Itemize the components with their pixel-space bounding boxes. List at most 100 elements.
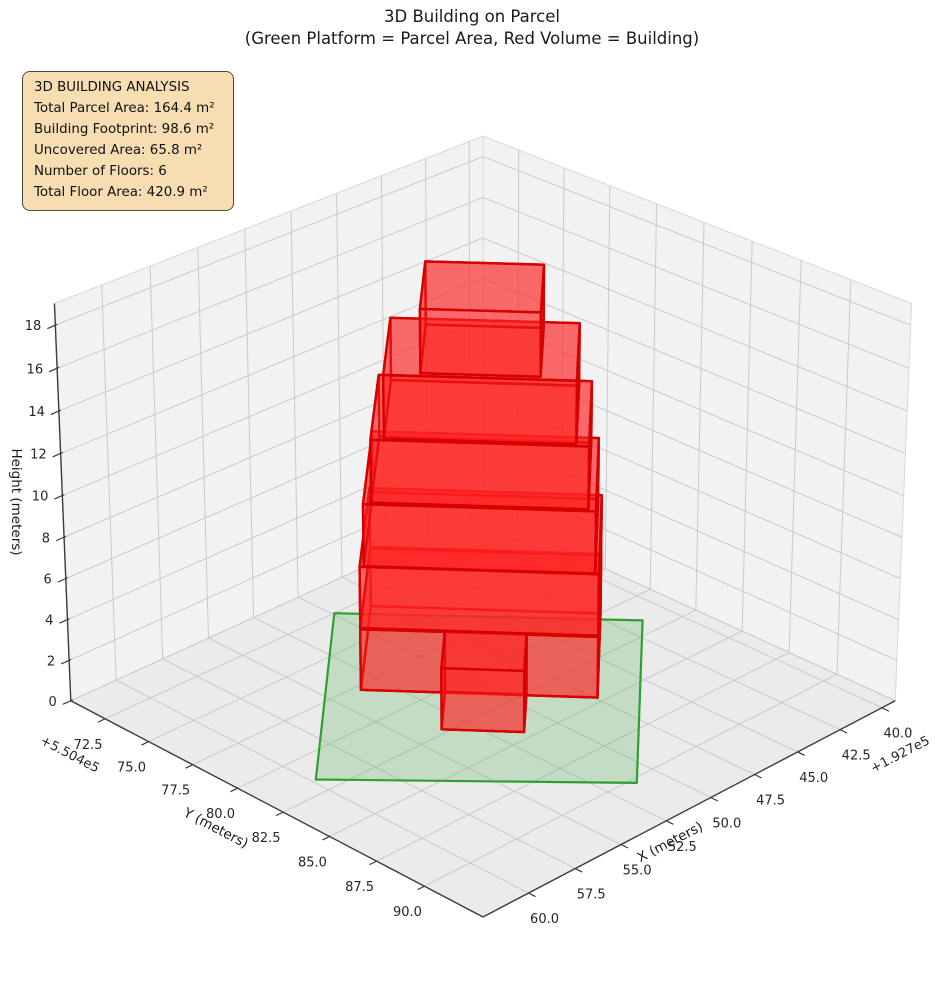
grid-z-wall-right — [482, 197, 910, 369]
y-tick — [230, 787, 238, 793]
grid-z-wall-left — [55, 156, 484, 326]
grid-z-wall-right — [482, 474, 898, 661]
x-tick — [797, 751, 805, 756]
z-tick-label: 14 — [28, 405, 45, 420]
analysis-info-box: 3D BUILDING ANALYSIS Total Parcel Area: … — [22, 71, 234, 212]
building-floor-3-face — [361, 503, 598, 575]
y-tick — [97, 718, 106, 723]
y-tick — [141, 740, 149, 746]
grid-x-floor — [253, 617, 667, 822]
y-tick-label: 72.5 — [74, 738, 103, 753]
parcel-platform — [314, 612, 644, 785]
grid-x-floor — [115, 679, 529, 894]
x-tick — [710, 796, 719, 802]
chart-title-block: 3D Building on Parcel (Green Platform = … — [0, 6, 944, 50]
grid-y-wall — [741, 241, 753, 632]
y-tick — [275, 811, 284, 817]
grid-x-floor — [162, 658, 576, 870]
x-tick-label: 42.5 — [842, 749, 871, 764]
building-annex-ground-face — [440, 667, 526, 734]
grid-y-floor — [148, 548, 562, 742]
z-tick — [62, 699, 74, 705]
x-tick-label: 47.5 — [756, 794, 785, 809]
grid-z-wall-right — [482, 156, 911, 326]
info-line-parcel-area: Total Parcel Area: 164.4 m² — [34, 100, 215, 116]
x-axis-spine — [482, 700, 896, 918]
grid-x-wall — [425, 158, 429, 539]
chart-subtitle: (Green Platform = Parcel Area, Red Volum… — [244, 29, 700, 48]
grid-x-wall — [244, 229, 255, 618]
y-tick-label: 80.0 — [206, 807, 235, 822]
grid-z-wall-left — [60, 277, 484, 454]
z-tick-label: 18 — [25, 319, 42, 334]
y-tick — [369, 860, 377, 866]
grid-z-wall-right — [482, 277, 906, 454]
building-floor-6-face — [418, 260, 546, 314]
x-tick-label: 50.0 — [712, 816, 741, 831]
z-tick — [60, 658, 72, 665]
grid-z-wall-right — [482, 396, 901, 580]
grid-y-floor — [104, 528, 518, 720]
x-tick — [574, 868, 583, 873]
grid-y-floor — [192, 568, 606, 766]
grid-x-wall — [290, 211, 299, 598]
grid-z-wall-left — [67, 435, 484, 621]
grid-y-wall — [649, 203, 658, 590]
building-floor-2-face — [358, 565, 601, 637]
grid-y-floor — [282, 609, 697, 813]
x-tick — [666, 820, 674, 825]
grid-z-wall-left — [56, 197, 484, 369]
x-tick-label: 60.0 — [530, 912, 559, 927]
z-tick — [48, 366, 60, 373]
x-tick — [528, 892, 536, 898]
z-axis-spine — [53, 303, 72, 701]
grid-y-floor — [376, 652, 790, 862]
x-tick-label: 57.5 — [577, 888, 606, 903]
building-annex-ground-face — [440, 630, 528, 673]
grid-x-floor — [341, 576, 755, 775]
grid-z-wall-left — [62, 317, 484, 496]
grid-z-wall-left — [63, 357, 484, 538]
grid-z-wall-right — [482, 435, 899, 621]
y-tick-label: 90.0 — [393, 905, 422, 920]
grid-z-wall-right — [482, 512, 896, 702]
info-line-heading: 3D BUILDING ANALYSIS — [34, 80, 190, 95]
grid-x-floor — [384, 557, 798, 753]
info-line-footprint: Building Footprint: 98.6 m² — [34, 121, 215, 137]
z-tick-label: 8 — [42, 531, 50, 546]
z-tick-label: 4 — [45, 614, 53, 629]
z-tick-label: 0 — [49, 695, 57, 710]
grid-z-wall-right — [482, 237, 908, 412]
y-tick — [322, 835, 330, 841]
y-tick-label: 85.0 — [298, 855, 327, 870]
z-tick — [50, 409, 62, 416]
y-axis-spine — [70, 700, 484, 918]
z-axis-label: Height (meters) — [8, 448, 24, 555]
z-tick — [59, 618, 70, 624]
grid-y-wall — [560, 167, 565, 549]
x-tick — [881, 707, 890, 712]
building-floor-5-face — [382, 373, 579, 446]
info-line-floor-area: Total Floor Area: 420.9 m² — [34, 184, 208, 200]
z-tick — [55, 535, 67, 542]
grid-y-floor — [329, 630, 743, 837]
info-line-floors: Number of Floors: 6 — [34, 163, 167, 179]
grid-y-wall — [516, 150, 520, 529]
grid-x-floor — [208, 637, 622, 845]
z-tick — [52, 451, 63, 458]
building-floor-4-face — [369, 438, 591, 511]
z-tick-label: 2 — [47, 654, 55, 669]
y-tick — [417, 885, 425, 891]
building-floor-6-face — [418, 307, 543, 378]
grid-x-wall — [101, 285, 117, 681]
z-tick-label: 12 — [30, 447, 47, 462]
z-tick-label: 16 — [27, 362, 44, 377]
x-tick-label: 40.0 — [883, 727, 912, 742]
grid-x-floor — [469, 518, 883, 709]
y-tick-label: 87.5 — [345, 880, 374, 895]
x-tick-label: 55.0 — [623, 864, 652, 879]
z-tick — [54, 493, 65, 500]
grid-y-wall — [836, 279, 852, 675]
z-tick — [47, 323, 58, 330]
